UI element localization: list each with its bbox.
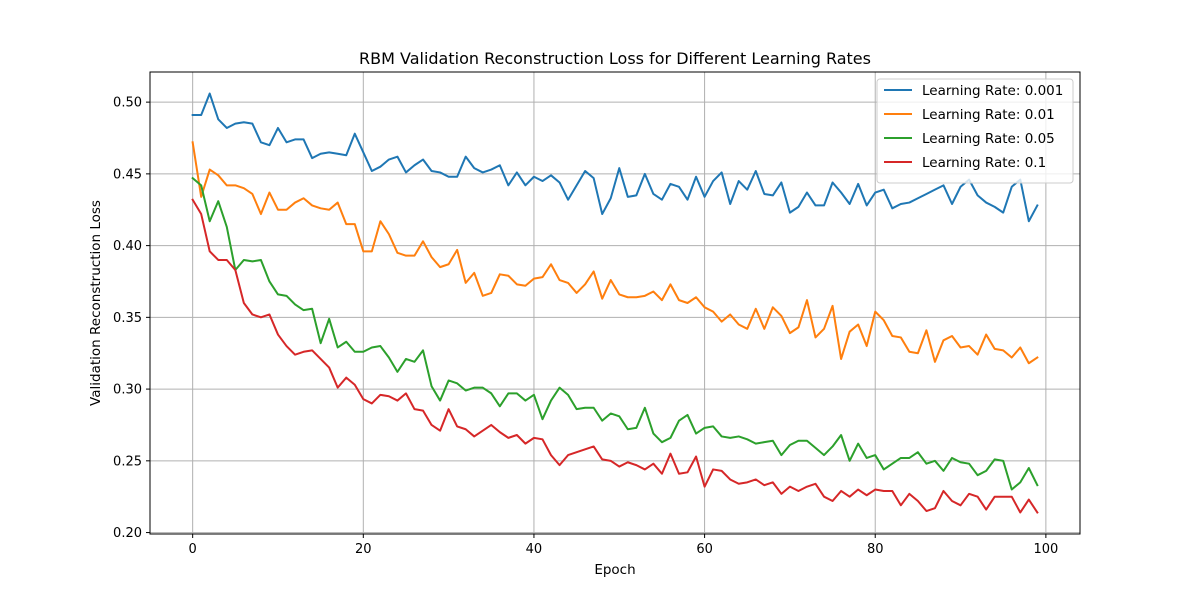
chart-title: RBM Validation Reconstruction Loss for D… bbox=[359, 49, 871, 68]
legend-label: Learning Rate: 0.001 bbox=[922, 83, 1063, 99]
series-line-0 bbox=[191, 92, 1039, 223]
y-tick-label: 0.30 bbox=[113, 383, 142, 398]
series-lines bbox=[191, 92, 1039, 514]
x-tick-label: 20 bbox=[355, 542, 372, 557]
y-tick-label: 0.35 bbox=[113, 311, 142, 326]
legend-label: Learning Rate: 0.1 bbox=[922, 155, 1046, 171]
x-tick-label: 100 bbox=[1033, 542, 1058, 557]
legend-label: Learning Rate: 0.01 bbox=[922, 107, 1055, 123]
series-line-2 bbox=[191, 176, 1039, 491]
series-line-3 bbox=[191, 198, 1039, 514]
y-axis-title: Validation Reconstruction Loss bbox=[88, 200, 104, 406]
x-tick-label: 80 bbox=[867, 542, 884, 557]
x-tick-label: 0 bbox=[189, 542, 197, 557]
x-tick-label: 60 bbox=[696, 542, 713, 557]
legend-label: Learning Rate: 0.05 bbox=[922, 131, 1055, 147]
x-axis-title: Epoch bbox=[594, 562, 635, 578]
grid-lines bbox=[150, 72, 1080, 534]
y-tick-label: 0.20 bbox=[113, 526, 142, 541]
plot-frame bbox=[149, 71, 1081, 535]
y-tick-label: 0.25 bbox=[113, 454, 142, 469]
series-line-1 bbox=[191, 141, 1039, 365]
y-tick-label: 0.45 bbox=[113, 167, 142, 182]
legend: Learning Rate: 0.001 Learning Rate: 0.01 L… bbox=[876, 78, 1074, 184]
axis-ticks: 0 20 40 60 80 100 0.20 0.25 0.30 0.35 0.40 0.45 0.50 bbox=[113, 96, 1058, 557]
x-tick-label: 40 bbox=[526, 542, 543, 557]
legend-box bbox=[876, 78, 1074, 184]
y-tick-label: 0.40 bbox=[113, 239, 142, 254]
y-tick-label: 0.50 bbox=[113, 96, 142, 111]
